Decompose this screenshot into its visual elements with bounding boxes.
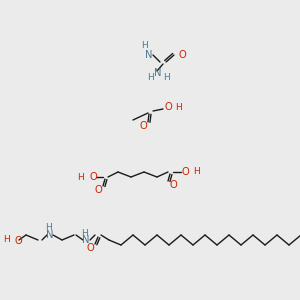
Text: H: H (163, 74, 170, 82)
Text: H: H (76, 172, 83, 182)
Text: O: O (94, 185, 102, 195)
Text: H: H (45, 224, 51, 232)
Text: O: O (139, 121, 147, 131)
Text: H: H (176, 103, 182, 112)
Text: H: H (193, 167, 200, 176)
Text: H: H (3, 236, 9, 244)
Text: N: N (82, 235, 90, 245)
Text: H: H (147, 74, 153, 82)
Text: O: O (86, 243, 94, 253)
Text: O: O (178, 50, 186, 60)
Text: O: O (164, 102, 172, 112)
Text: H: H (141, 41, 147, 50)
Text: H: H (81, 229, 87, 238)
Text: O: O (169, 180, 177, 190)
Text: O: O (181, 167, 189, 177)
Text: N: N (145, 50, 153, 60)
Text: O: O (14, 236, 22, 246)
Text: O: O (89, 172, 97, 182)
Text: N: N (154, 68, 162, 78)
Text: N: N (46, 230, 54, 240)
